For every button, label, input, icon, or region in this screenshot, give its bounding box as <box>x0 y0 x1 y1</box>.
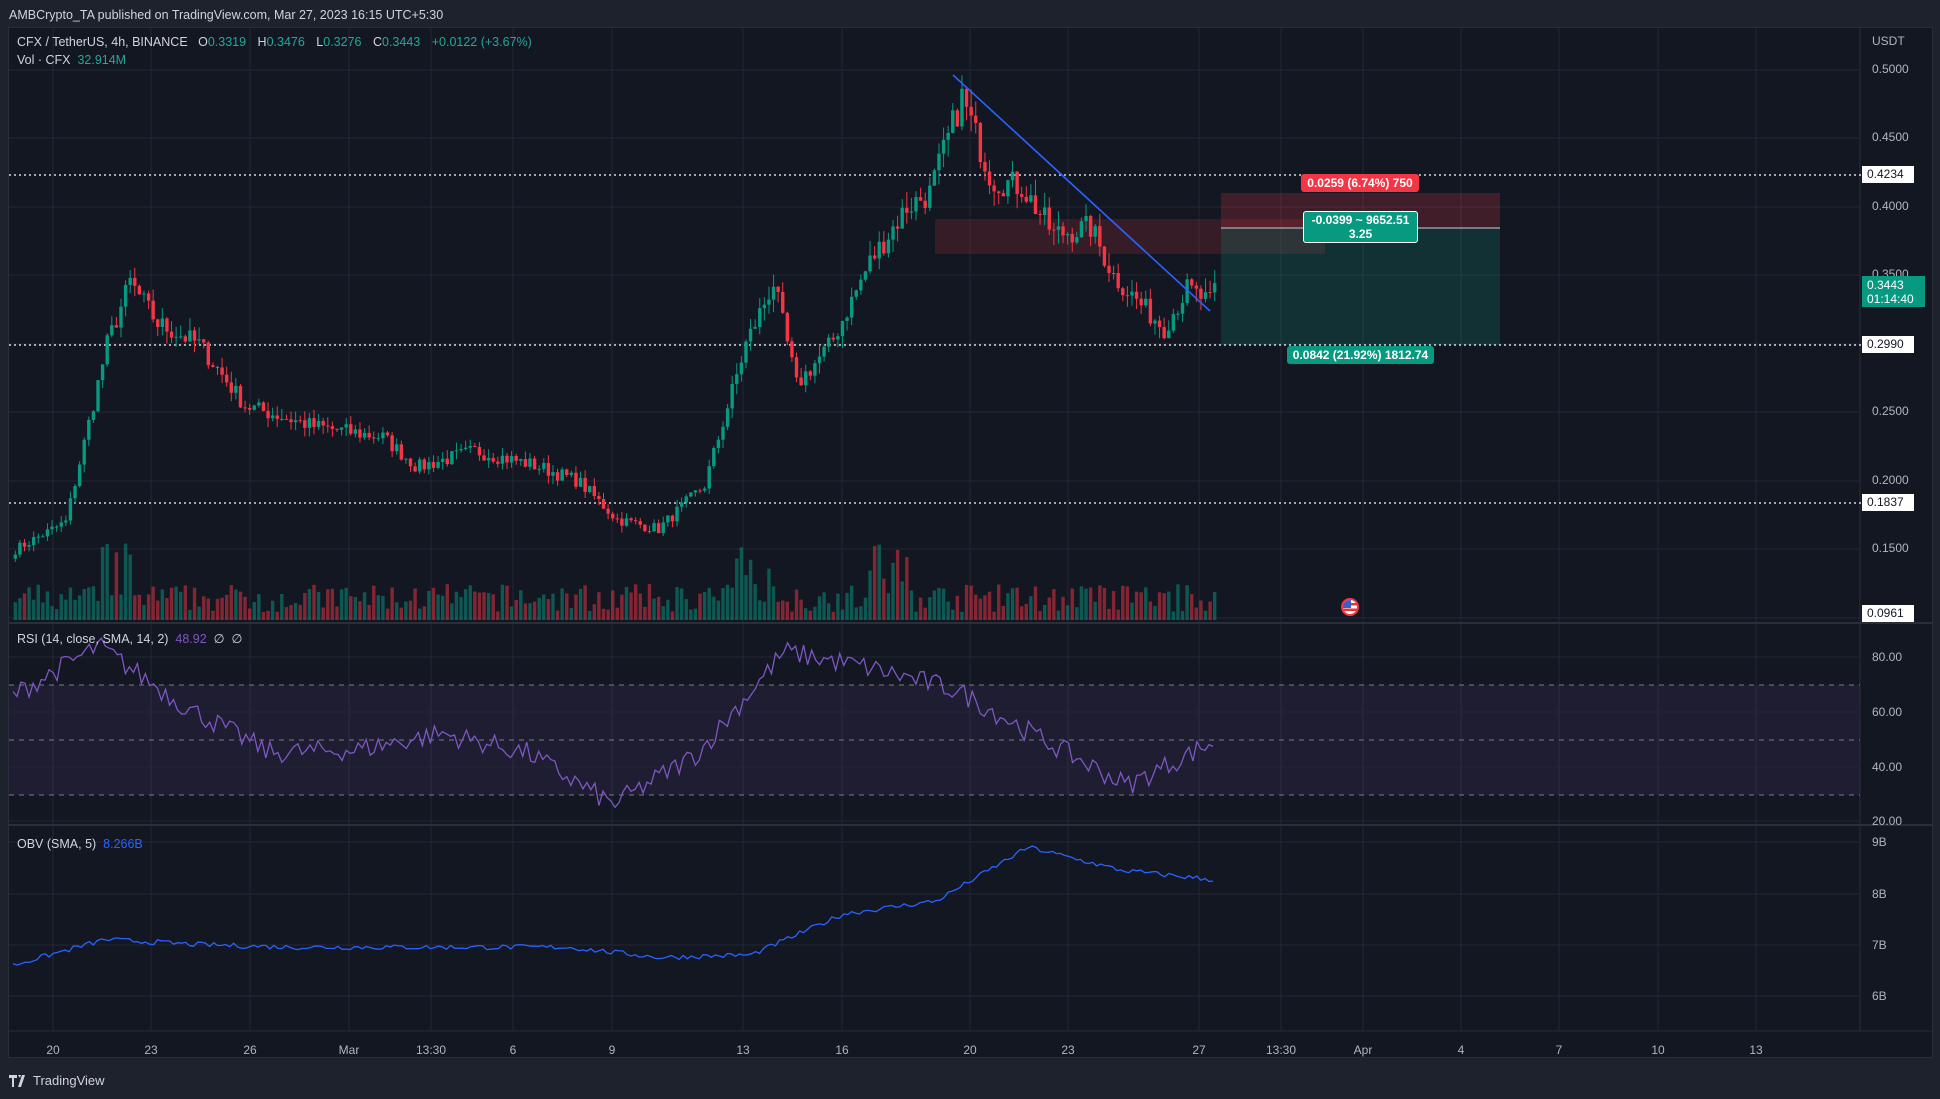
obv-title: OBV (SMA, 5) <box>17 837 97 851</box>
time-tick: 6 <box>509 1043 517 1057</box>
currency-label: USDT <box>1872 34 1905 48</box>
time-tick: 23 <box>144 1043 158 1057</box>
obv-tick: 6B <box>1872 989 1887 1003</box>
price-tick: 0.1500 <box>1872 541 1909 555</box>
rsi-tick: 20.00 <box>1872 814 1903 828</box>
current-price: 0.3443 <box>1867 278 1904 292</box>
price-tick: 0.5000 <box>1872 62 1909 76</box>
rsi-tick: 40.00 <box>1872 760 1903 774</box>
publish-info: AMBCrypto_TA published on TradingView.co… <box>9 8 444 22</box>
obv-legend[interactable]: OBV (SMA, 5) 8.266B <box>17 837 143 851</box>
high-value: 0.3476 <box>266 35 305 49</box>
rsi-grid <box>9 656 1860 822</box>
close-label: C <box>372 35 382 49</box>
rsi-title: RSI (14, close, SMA, 14, 2) <box>17 632 169 646</box>
entry-label-line1: -0.0399 ~ 9652.51 <box>1311 213 1410 227</box>
time-tick: 9 <box>608 1043 616 1057</box>
time-tick: Apr <box>1353 1043 1373 1057</box>
entry-label[interactable]: -0.0399 ~ 9652.51 3.25 <box>1303 211 1418 243</box>
stop-loss-label[interactable]: 0.0259 (6.74%) 750 <box>1301 174 1419 192</box>
publish-bar: AMBCrypto_TA published on TradingView.co… <box>0 0 1940 27</box>
brand-name: TradingView <box>33 1073 105 1088</box>
us-economic-event-icon[interactable] <box>1341 598 1359 616</box>
symbol-legend[interactable]: CFX / TetherUS, 4h, BINANCE O0.3319 H0.3… <box>17 35 540 49</box>
open-value: 0.3319 <box>207 35 247 49</box>
obv-value: 8.266B <box>103 837 143 851</box>
obv-line[interactable] <box>12 845 1214 966</box>
low-value: 0.3276 <box>323 35 362 49</box>
time-tick: 27 <box>1192 1043 1206 1057</box>
tradingview-logo[interactable]: TradingView <box>9 1073 105 1088</box>
volume-label: Vol · CFX <box>17 53 71 67</box>
current-price-tag: 0.3443 01:14:40 <box>1862 276 1925 307</box>
take-profit-label[interactable]: 0.0842 (21.92%) 1812.74 <box>1287 346 1434 364</box>
rsi-na-2: ∅ <box>231 632 243 646</box>
rsi-line[interactable] <box>12 637 1214 809</box>
high-label: H <box>257 35 267 49</box>
volume-legend[interactable]: Vol · CFX 32.914M <box>17 53 134 67</box>
obv-grid <box>9 841 1860 997</box>
low-label: L <box>316 35 324 49</box>
volume-value: 32.914M <box>77 53 127 67</box>
rsi-bands <box>9 684 1860 796</box>
price-grid <box>9 69 1860 619</box>
rsi-tick: 80.00 <box>1872 650 1903 664</box>
level-tag: 0.4234 <box>1862 166 1914 183</box>
level-tag: 0.1837 <box>1862 494 1914 511</box>
entry-label-line2: 3.25 <box>1348 227 1373 241</box>
time-tick: 13 <box>736 1043 750 1057</box>
tradingview-logo-icon <box>9 1074 25 1087</box>
obv-tick: 7B <box>1872 938 1887 952</box>
time-tick: 7 <box>1555 1043 1563 1057</box>
rsi-na-1: ∅ <box>213 632 225 646</box>
take-profit-zone[interactable] <box>1221 228 1500 345</box>
descending-trendline[interactable] <box>952 74 1211 312</box>
time-tick: 20 <box>46 1043 60 1057</box>
volume-bars <box>13 543 1217 620</box>
rsi-tick: 60.00 <box>1872 705 1903 719</box>
change-value: +0.0122 (+3.67%) <box>431 35 532 49</box>
vertical-grid <box>52 28 1757 1031</box>
time-tick: 26 <box>243 1043 257 1057</box>
time-tick: 13:30 <box>415 1043 447 1057</box>
obv-tick: 8B <box>1872 887 1887 901</box>
candles[interactable] <box>13 75 1217 563</box>
bar-countdown: 01:14:40 <box>1867 292 1914 306</box>
level-tag: 0.2990 <box>1862 336 1914 353</box>
price-tick: 0.4000 <box>1872 199 1909 213</box>
price-tick: 0.2000 <box>1872 473 1909 487</box>
obv-tick: 9B <box>1872 835 1887 849</box>
time-tick: 4 <box>1457 1043 1465 1057</box>
volume-level-tag: 0.0961 <box>1862 605 1914 622</box>
open-label: O <box>198 35 208 49</box>
symbol-name[interactable]: CFX / TetherUS, 4h, BINANCE <box>17 35 188 49</box>
rsi-value: 48.92 <box>175 632 207 646</box>
time-tick: 23 <box>1061 1043 1075 1057</box>
rsi-legend[interactable]: RSI (14, close, SMA, 14, 2) 48.92 ∅ ∅ <box>17 631 242 646</box>
time-tick: 13:30 <box>1265 1043 1297 1057</box>
price-tick: 0.4500 <box>1872 130 1909 144</box>
time-tick: 16 <box>835 1043 849 1057</box>
time-tick: 13 <box>1749 1043 1763 1057</box>
time-tick: Mar <box>338 1043 360 1057</box>
price-tick: 0.2500 <box>1872 404 1909 418</box>
time-tick: 20 <box>963 1043 977 1057</box>
close-value: 0.3443 <box>382 35 421 49</box>
time-tick: 10 <box>1651 1043 1665 1057</box>
